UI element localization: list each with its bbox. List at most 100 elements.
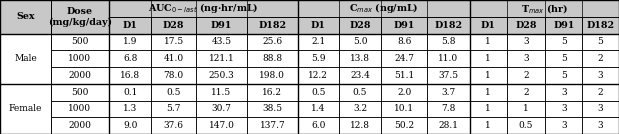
Bar [381,50,427,67]
Bar [51,100,109,117]
Bar [381,34,427,50]
Text: C$_{max}$ (ng/mL): C$_{max}$ (ng/mL) [349,1,418,15]
Bar [109,34,152,50]
Bar [545,117,582,134]
Text: 3: 3 [598,104,604,113]
Text: 23.4: 23.4 [350,71,370,80]
Text: D1: D1 [481,21,496,30]
Text: 5.7: 5.7 [167,104,181,113]
Text: 1.9: 1.9 [123,37,137,46]
Text: 5: 5 [561,37,567,46]
Bar [506,117,545,134]
Text: 16.8: 16.8 [120,71,141,80]
Bar [51,34,109,50]
Text: 2: 2 [598,88,604,97]
Bar [470,17,506,34]
Text: 3: 3 [523,54,529,63]
Text: D28: D28 [349,21,371,30]
Bar [339,50,381,67]
Bar [470,84,506,100]
Text: 2.0: 2.0 [397,88,412,97]
Text: 1: 1 [485,104,491,113]
Text: 2: 2 [598,54,604,63]
Bar [339,117,381,134]
Text: 3.7: 3.7 [441,88,456,97]
Bar [298,0,470,17]
Bar [247,117,298,134]
Text: 1: 1 [485,37,491,46]
Bar [381,117,427,134]
Text: Female: Female [9,104,42,113]
Bar [298,50,339,67]
Bar [427,117,470,134]
Bar [152,84,196,100]
Bar [247,34,298,50]
Text: D1: D1 [311,21,326,30]
Bar [152,100,196,117]
Bar [0,34,51,84]
Bar [381,17,427,34]
Text: 2.1: 2.1 [311,37,326,46]
Text: 50.2: 50.2 [394,121,414,130]
Bar [109,0,298,17]
Bar [196,17,247,34]
Bar [582,100,619,117]
Bar [109,84,152,100]
Bar [51,50,109,67]
Text: 10.1: 10.1 [394,104,414,113]
Text: 0.5: 0.5 [311,88,326,97]
Text: 5: 5 [598,37,604,46]
Text: 5.0: 5.0 [353,37,367,46]
Text: 13.8: 13.8 [350,54,370,63]
Text: 137.7: 137.7 [259,121,285,130]
Bar [470,67,506,84]
Bar [152,34,196,50]
Text: 37.5: 37.5 [438,71,459,80]
Text: 28.1: 28.1 [438,121,459,130]
Bar [109,50,152,67]
Bar [51,84,109,100]
Bar [247,17,298,34]
Bar [247,67,298,84]
Text: 38.5: 38.5 [262,104,282,113]
Bar [51,117,109,134]
Text: 1000: 1000 [69,54,92,63]
Text: 500: 500 [71,37,89,46]
Bar [247,100,298,117]
Bar [298,117,339,134]
Bar [339,34,381,50]
Text: 41.0: 41.0 [163,54,184,63]
Text: 12.8: 12.8 [350,121,370,130]
Text: D182: D182 [587,21,615,30]
Bar [427,100,470,117]
Bar [582,84,619,100]
Text: D28: D28 [515,21,537,30]
Bar [51,67,109,84]
Text: 121.1: 121.1 [209,54,235,63]
Text: D91: D91 [210,21,232,30]
Bar [506,50,545,67]
Text: T$_{max}$ (hr): T$_{max}$ (hr) [521,2,568,15]
Bar [298,100,339,117]
Text: 17.5: 17.5 [163,37,184,46]
Bar [152,67,196,84]
Text: 6.8: 6.8 [123,54,137,63]
Bar [109,117,152,134]
Text: 1.3: 1.3 [123,104,137,113]
Text: 3: 3 [561,88,566,97]
Text: 2000: 2000 [69,121,92,130]
Text: 2: 2 [523,88,529,97]
Bar [506,17,545,34]
Text: 16.2: 16.2 [262,88,282,97]
Text: 0.1: 0.1 [123,88,137,97]
Bar [506,67,545,84]
Bar [51,0,109,34]
Bar [506,84,545,100]
Bar [470,34,506,50]
Text: 1.4: 1.4 [311,104,326,113]
Text: 51.1: 51.1 [394,71,414,80]
Text: 88.8: 88.8 [262,54,282,63]
Text: Dose
(mg/kg/day): Dose (mg/kg/day) [48,7,112,27]
Bar [298,84,339,100]
Bar [152,117,196,134]
